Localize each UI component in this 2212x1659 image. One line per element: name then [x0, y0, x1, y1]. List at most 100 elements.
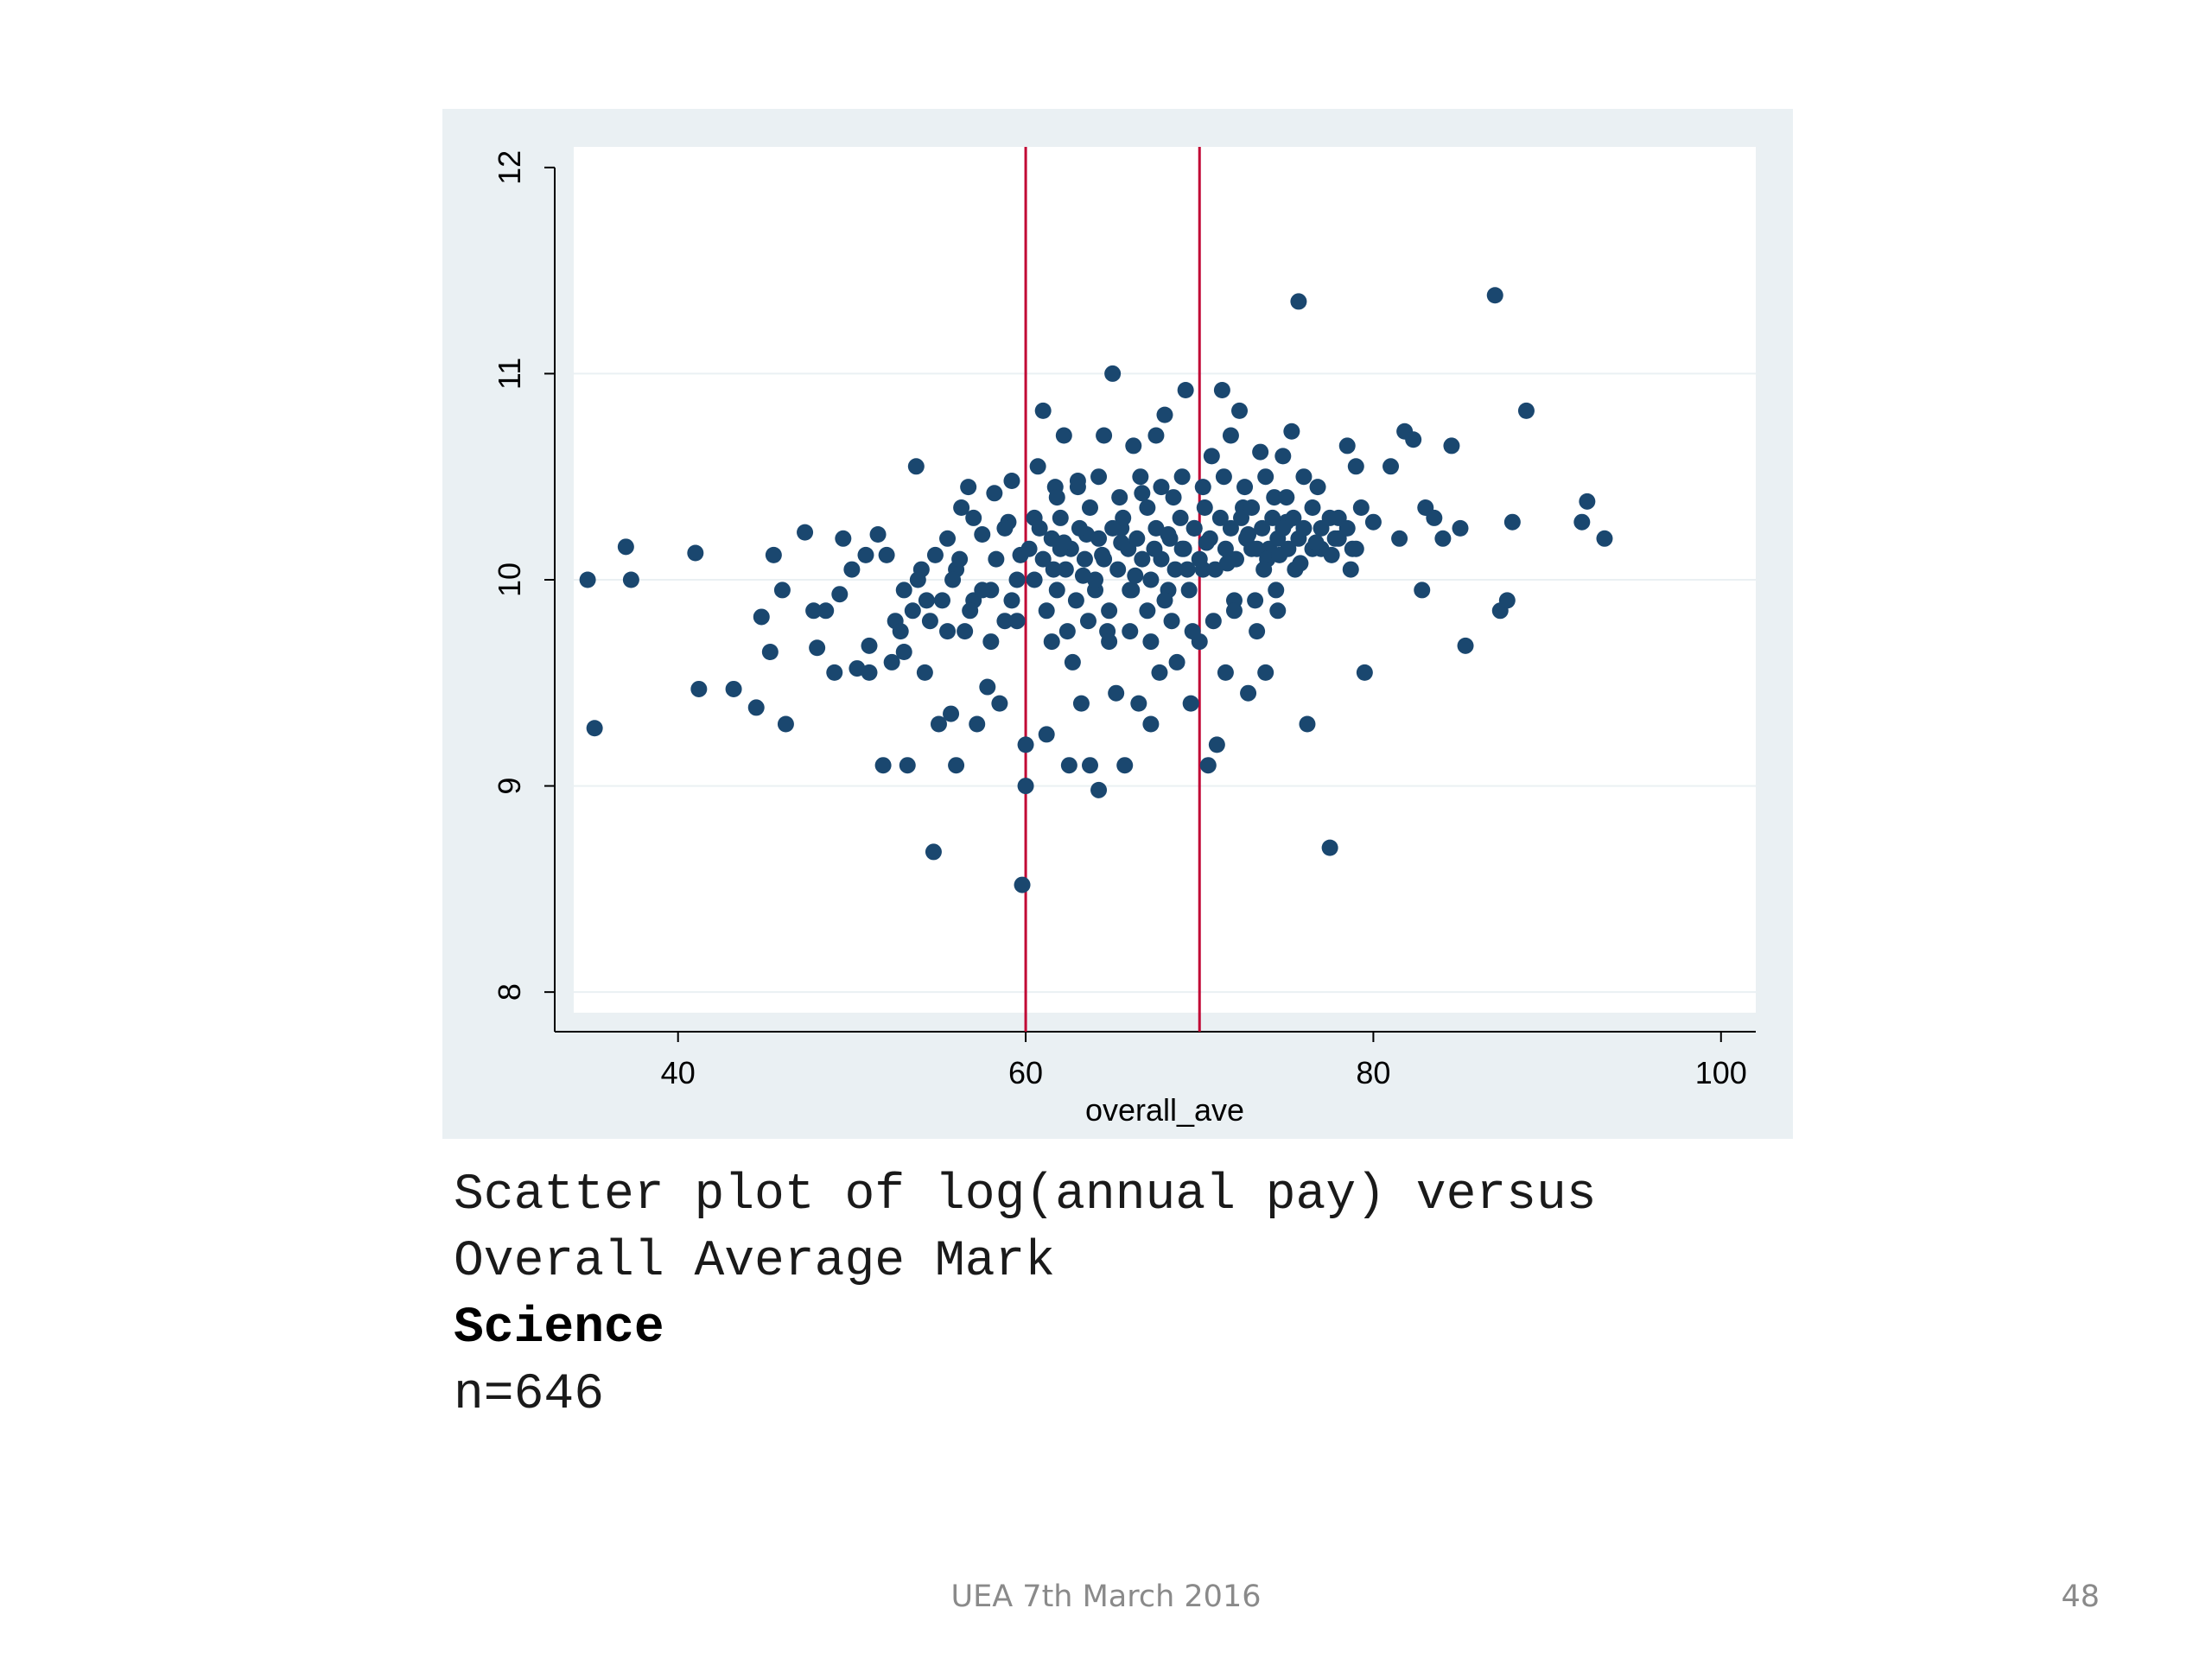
data-point	[1094, 546, 1111, 563]
y-tick-label-8: 8	[492, 983, 527, 1001]
x-tick-label-40: 40	[661, 1055, 696, 1090]
data-point	[1038, 602, 1055, 620]
data-point	[1206, 561, 1224, 578]
data-point	[1147, 519, 1165, 537]
data-point	[777, 715, 794, 733]
data-point	[805, 602, 823, 620]
data-point	[1104, 519, 1122, 537]
data-point	[725, 680, 742, 697]
data-point	[1217, 540, 1234, 557]
data-point	[1254, 519, 1271, 537]
data-point	[1247, 592, 1264, 609]
data-point	[996, 613, 1014, 630]
data-point	[1264, 509, 1281, 526]
data-point	[817, 602, 835, 620]
data-point	[1457, 637, 1474, 654]
scatter-chart: 8 9 10 11 12 40 60 80 100 overall_ave	[492, 147, 1756, 1128]
data-point	[1240, 684, 1257, 702]
data-point	[1271, 546, 1288, 563]
data-point	[1014, 876, 1031, 893]
data-point	[1122, 623, 1139, 640]
data-point	[1147, 427, 1165, 444]
data-point	[1356, 664, 1373, 681]
data-point	[1052, 509, 1069, 526]
data-point	[918, 592, 935, 609]
data-point	[1064, 653, 1081, 671]
data-point	[1180, 582, 1198, 599]
chart-caption: Scatter plot of log(annual pay) versus O…	[454, 1162, 1836, 1428]
data-point	[948, 757, 965, 774]
caption-line-2: Overall Average Mark	[454, 1234, 1056, 1290]
data-point	[1486, 287, 1503, 304]
data-point	[899, 757, 916, 774]
data-point	[1579, 493, 1596, 510]
data-point	[1249, 623, 1266, 640]
data-point	[1008, 613, 1026, 630]
data-point	[1218, 555, 1236, 572]
data-point	[1184, 623, 1201, 640]
data-point	[933, 592, 950, 609]
data-point	[974, 582, 991, 599]
data-point	[861, 637, 878, 654]
data-point	[878, 546, 895, 563]
data-point	[1127, 567, 1144, 584]
data-point	[1031, 519, 1048, 537]
data-point	[1067, 592, 1084, 609]
data-point	[1139, 602, 1156, 620]
data-point	[1072, 695, 1090, 712]
x-tick-label-100: 100	[1695, 1055, 1747, 1090]
data-point	[953, 499, 970, 516]
data-point	[1309, 479, 1326, 496]
data-point	[1146, 540, 1163, 557]
data-point	[1074, 567, 1091, 584]
data-point	[1295, 468, 1313, 486]
data-point	[1034, 402, 1052, 419]
data-point	[687, 544, 704, 562]
data-point	[1307, 534, 1325, 551]
data-point	[1596, 530, 1613, 547]
data-point	[835, 530, 852, 547]
data-point	[986, 485, 1003, 502]
data-point	[1090, 468, 1108, 486]
data-point	[939, 623, 957, 640]
data-point	[1017, 778, 1034, 795]
data-point	[1198, 534, 1215, 551]
data-point	[904, 602, 921, 620]
data-point	[1173, 468, 1191, 486]
data-point	[1243, 499, 1261, 516]
x-tick-label-60: 60	[1008, 1055, 1043, 1090]
data-point	[773, 582, 791, 599]
data-point	[1079, 613, 1096, 630]
data-point	[974, 526, 991, 543]
data-point	[1139, 499, 1156, 516]
data-point	[1352, 499, 1370, 516]
data-point	[1347, 540, 1364, 557]
data-point	[1096, 427, 1113, 444]
data-point	[1165, 489, 1182, 506]
data-point	[1043, 633, 1060, 651]
data-point	[826, 664, 843, 681]
data-point	[991, 695, 1008, 712]
data-point	[1283, 423, 1300, 440]
data-point	[1090, 781, 1108, 798]
data-point	[944, 571, 962, 588]
data-point	[1057, 561, 1074, 578]
data-point	[1257, 468, 1274, 486]
data-point	[1321, 839, 1338, 856]
data-point	[957, 623, 974, 640]
data-point	[1168, 653, 1185, 671]
data-point	[1222, 427, 1239, 444]
data-point	[1292, 555, 1309, 572]
data-point	[1211, 509, 1229, 526]
x-axis-title: overall_ave	[1085, 1092, 1244, 1128]
data-point	[1236, 479, 1254, 496]
data-point	[965, 509, 982, 526]
data-point	[1199, 757, 1217, 774]
data-point	[1269, 602, 1287, 620]
data-point	[1405, 431, 1422, 448]
data-point	[1338, 519, 1356, 537]
data-point	[1090, 530, 1108, 547]
data-point	[895, 582, 912, 599]
data-point	[1048, 582, 1065, 599]
data-point	[1081, 499, 1098, 516]
